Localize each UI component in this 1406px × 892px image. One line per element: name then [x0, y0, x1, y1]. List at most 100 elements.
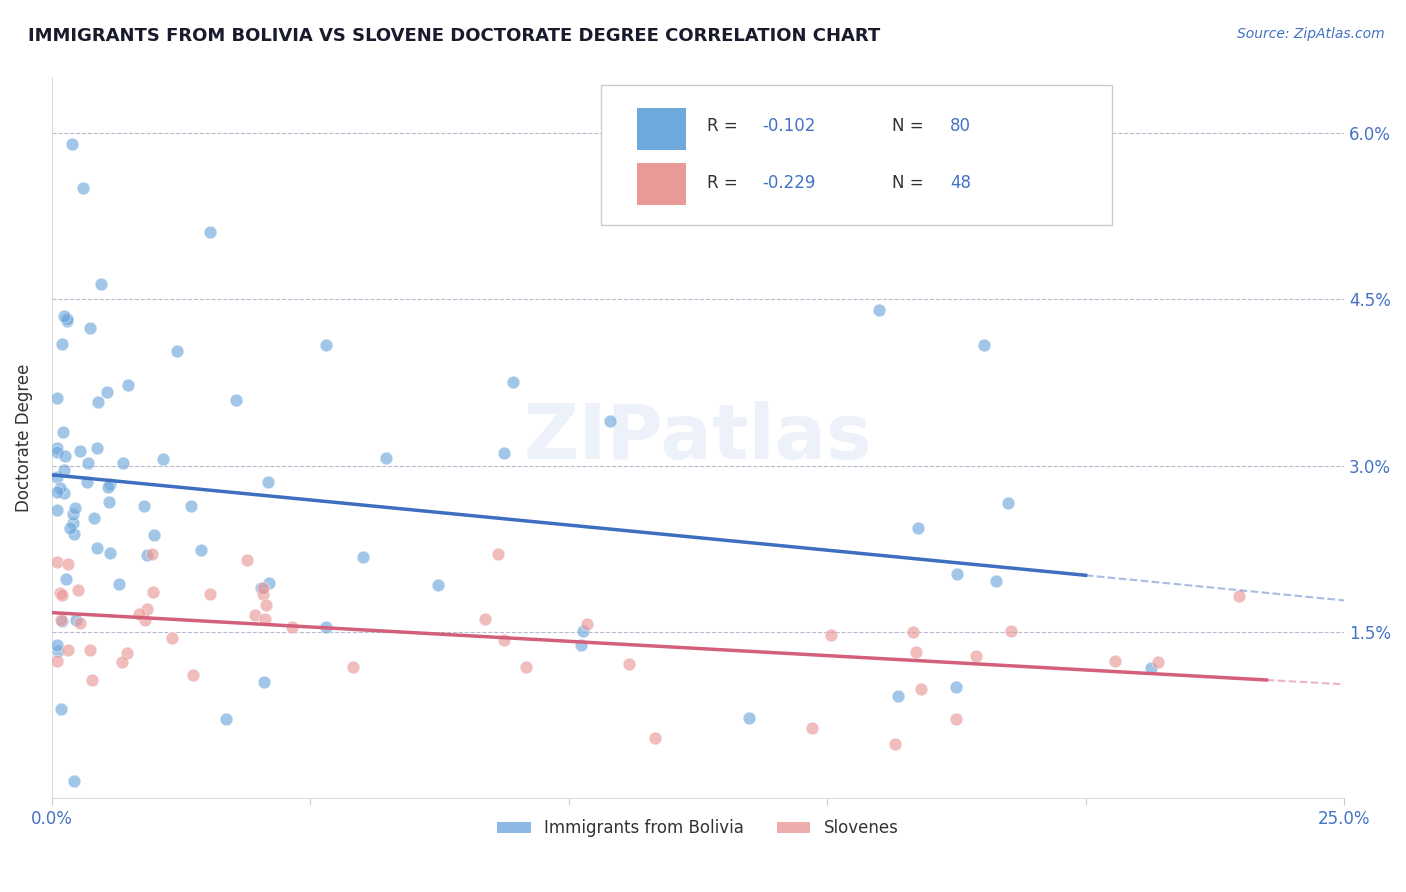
- Point: [79, 643, 101, 657]
- Point: [945, 712, 967, 726]
- Point: [76, 475, 98, 489]
- Point: [51, 588, 73, 602]
- Point: [56, 314, 79, 328]
- Point: [66, 583, 89, 598]
- Point: [254, 598, 277, 612]
- Point: [868, 303, 890, 318]
- Point: [252, 587, 274, 601]
- Point: [134, 613, 156, 627]
- Point: [1000, 624, 1022, 639]
- Point: [973, 338, 995, 352]
- Point: [45, 654, 67, 668]
- Point: [986, 574, 1008, 589]
- Point: [65, 613, 87, 627]
- Text: -0.102: -0.102: [762, 117, 815, 135]
- Point: [45, 444, 67, 458]
- Text: R =: R =: [707, 117, 742, 135]
- Point: [45, 638, 67, 652]
- Point: [515, 659, 537, 673]
- Point: [55, 572, 77, 586]
- Point: [51, 615, 73, 629]
- Point: [49, 702, 72, 716]
- Point: [910, 681, 932, 696]
- Point: [903, 625, 925, 640]
- Point: [180, 499, 202, 513]
- Point: [142, 585, 165, 599]
- Point: [904, 645, 927, 659]
- Point: [342, 659, 364, 673]
- Text: ZIPatlas: ZIPatlas: [523, 401, 872, 475]
- Text: IMMIGRANTS FROM BOLIVIA VS SLOVENE DOCTORATE DEGREE CORRELATION CHART: IMMIGRANTS FROM BOLIVIA VS SLOVENE DOCTO…: [28, 27, 880, 45]
- Point: [112, 456, 135, 470]
- Point: [738, 711, 761, 725]
- Legend: Immigrants from Bolivia, Slovenes: Immigrants from Bolivia, Slovenes: [491, 813, 905, 844]
- Point: [253, 612, 276, 626]
- Point: [243, 608, 266, 623]
- Point: [907, 521, 929, 535]
- Bar: [637, 108, 686, 150]
- Point: [49, 481, 72, 495]
- Point: [117, 377, 139, 392]
- Point: [97, 495, 120, 509]
- Point: [45, 485, 67, 500]
- Point: [190, 543, 212, 558]
- Point: [1140, 661, 1163, 675]
- Point: [486, 547, 509, 561]
- Point: [945, 680, 967, 694]
- Point: [166, 343, 188, 358]
- Bar: [637, 163, 686, 205]
- Point: [52, 425, 75, 439]
- Point: [136, 549, 159, 563]
- Point: [59, 521, 82, 535]
- Point: [83, 511, 105, 525]
- Point: [887, 690, 910, 704]
- Point: [181, 668, 204, 682]
- Point: [62, 136, 84, 151]
- Point: [111, 656, 134, 670]
- Point: [53, 309, 76, 323]
- Point: [152, 452, 174, 467]
- Point: [87, 394, 110, 409]
- Point: [281, 620, 304, 634]
- Point: [53, 486, 76, 500]
- Point: [76, 456, 98, 470]
- Point: [62, 516, 84, 530]
- Point: [569, 638, 592, 652]
- Text: Source: ZipAtlas.com: Source: ZipAtlas.com: [1237, 27, 1385, 41]
- Point: [143, 528, 166, 542]
- Point: [45, 441, 67, 455]
- Point: [599, 414, 621, 428]
- Point: [820, 627, 842, 641]
- Point: [46, 643, 69, 657]
- Point: [49, 613, 72, 627]
- Point: [80, 673, 103, 687]
- Point: [46, 502, 69, 516]
- Point: [215, 712, 238, 726]
- Text: N =: N =: [891, 174, 929, 193]
- Point: [136, 602, 159, 616]
- Point: [63, 526, 86, 541]
- Point: [257, 575, 280, 590]
- Point: [45, 470, 67, 484]
- Point: [45, 391, 67, 405]
- Point: [997, 495, 1019, 509]
- Text: 80: 80: [950, 117, 972, 135]
- Point: [250, 581, 273, 595]
- Point: [1104, 654, 1126, 668]
- Point: [108, 577, 131, 591]
- Point: [252, 581, 274, 595]
- Point: [572, 624, 595, 639]
- Point: [375, 451, 398, 466]
- Point: [352, 549, 374, 564]
- Point: [494, 632, 516, 647]
- Point: [619, 657, 641, 671]
- Point: [45, 555, 67, 569]
- Point: [946, 566, 969, 581]
- Point: [965, 649, 987, 664]
- Text: N =: N =: [891, 117, 929, 135]
- Point: [198, 587, 221, 601]
- Point: [90, 277, 112, 291]
- Point: [134, 499, 156, 513]
- Point: [62, 508, 84, 522]
- Point: [100, 476, 122, 491]
